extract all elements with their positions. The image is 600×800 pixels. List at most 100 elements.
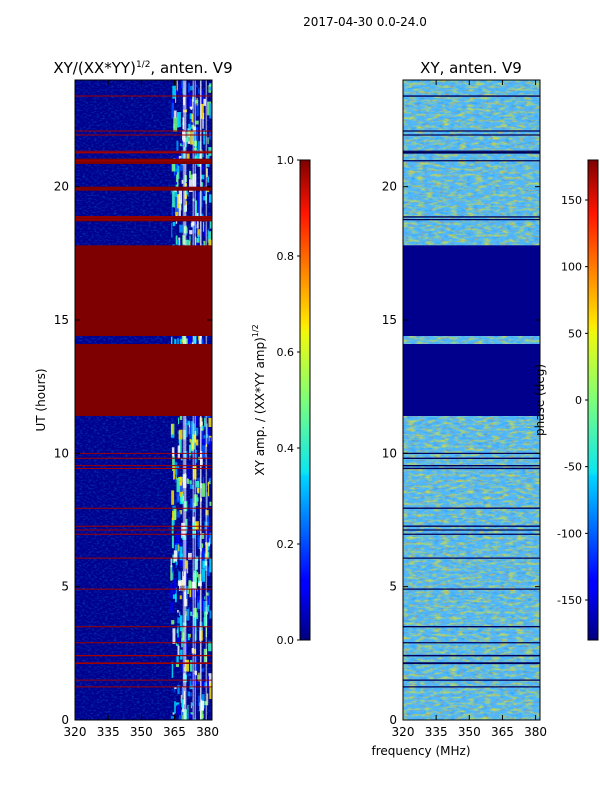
amplitude-cell [174,578,177,594]
y-tick-label: 0 [61,713,69,727]
amplitude-cell [177,113,179,128]
amplitude-cell [197,531,199,547]
amplitude-cell [188,137,190,142]
amplitude-cell [179,510,183,515]
amplitude-cell [176,492,180,503]
amplitude-cell [194,127,199,141]
amplitude-cell [171,447,175,457]
amplitude-cell [174,339,177,345]
amplitude-cell [189,86,193,91]
x-tick-label: 365 [491,725,514,739]
amplitude-cell [181,140,184,146]
amplitude-cell [201,182,203,191]
amplitude-cell [185,519,188,532]
amplitude-cell [192,522,196,536]
amplitude-cell [176,80,178,92]
amplitude-cell [188,463,190,479]
y-tick-label: 0 [389,713,397,727]
amplitude-colorbar-gradient [299,159,311,641]
amplitude-cell [193,337,196,344]
amplitude-cell [195,497,199,502]
amplitude-cell [200,174,205,180]
amplitude-cell [197,581,202,586]
amplitude-cell [188,673,192,677]
phase-row-lines [403,95,540,688]
amplitude-cell [209,437,212,454]
amplitude-cell [189,174,194,180]
amplitude-colorbar-label: XY amp. / (XX*YY amp)1/2 [251,324,267,475]
amplitude-cell [200,430,204,443]
amplitude-cell [171,570,174,580]
amplitude-cell [177,112,181,128]
amplitude-cell [179,595,182,600]
amplitude-cell [200,338,204,344]
amplitude-cell [187,633,190,641]
amplitude-cell [180,649,183,660]
y-tick-label: 20 [382,180,397,194]
amplitude-cell [180,694,183,703]
amplitude-cell [209,220,212,229]
amplitude-cell [196,572,199,578]
amplitude-cell [195,120,199,125]
amplitude-flagged-row [75,158,212,164]
amplitude-cell [192,225,196,233]
amplitude-cell [189,235,191,242]
amplitude-cell [178,204,181,218]
phase-panel-title: XY, anten. V9 [420,59,522,77]
amplitude-cell [198,574,202,587]
amplitude-cell [189,427,192,439]
amplitude-cell [189,602,191,608]
amplitude-cell [201,700,204,711]
amplitude-cell [195,681,199,685]
amplitude-cell [209,86,212,91]
amplitude-cell [191,442,194,450]
amplitude-cell [178,544,180,552]
amplitude-cell [176,629,179,634]
amplitude-cell [171,566,173,573]
amplitude-cell [178,429,183,440]
amplitude-cell [178,417,180,425]
amplitude-cell [170,584,173,599]
amplitude-cell [188,92,193,107]
amplitude-cell [202,553,207,569]
amplitude-cell [189,444,192,456]
amplitude-colorbar-ticks: 0.0 0.2 0.4 0.6 0.8 1.0 [277,154,300,647]
amplitude-cell [203,129,205,145]
amplitude-cell [201,576,204,582]
x-tick-label: 365 [163,725,186,739]
amplitude-cell [197,141,202,157]
phase-flagged-row [403,344,540,416]
amplitude-cell [175,196,179,212]
amplitude-cell [200,103,204,119]
amplitude-cell [198,234,200,242]
amplitude-cell [190,119,192,127]
amplitude-cell [207,176,209,183]
amplitude-cell [171,159,175,172]
amplitude-cell [196,557,198,570]
amplitude-cell [196,668,198,672]
amplitude-cell [171,203,173,217]
x-tick-label: 335 [425,725,448,739]
amplitude-cell [172,85,176,99]
x-tick-label: 350 [130,725,153,739]
amplitude-cell [196,84,198,88]
amplitude-cell [207,595,210,605]
amplitude-frame [74,79,213,721]
amplitude-cell [207,137,209,145]
amplitude-cell [195,521,199,530]
amplitude-cell [175,235,178,245]
amplitude-cell [207,481,210,497]
amplitude-cell [170,423,175,438]
amplitude-cell [177,610,179,613]
amplitude-cell [198,580,200,583]
amplitude-cell [203,226,206,236]
amplitude-cell [177,704,180,715]
amplitude-cell [208,641,212,652]
amplitude-cell [187,713,191,718]
amplitude-cell [189,230,193,235]
amplitude-cell [176,532,180,545]
amplitude-cell [200,597,204,612]
amplitude-cell [201,547,205,561]
amplitude-cell [179,615,183,632]
amplitude-cell [185,239,190,247]
